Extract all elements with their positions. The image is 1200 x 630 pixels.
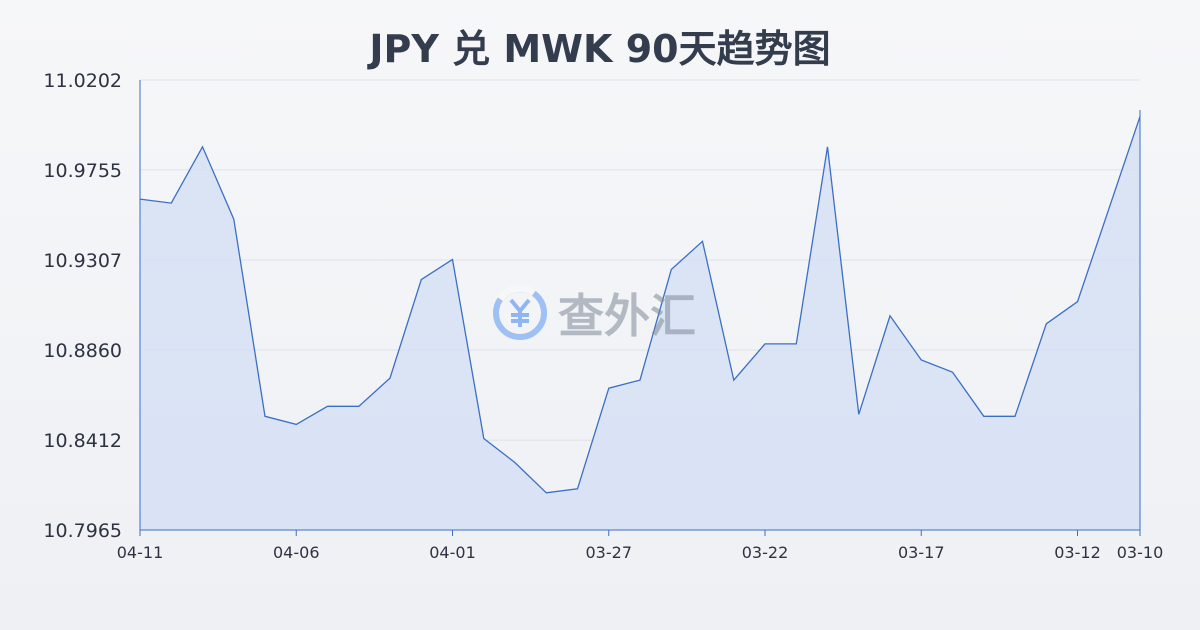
x-tick-label: 03-22 <box>742 543 789 562</box>
watermark: 查外汇 <box>493 284 696 343</box>
x-tick-label: 04-06 <box>273 543 320 562</box>
x-axis-ticks: 04-11 04-06 04-01 03-27 03-22 03-17 03-12 03-10 <box>117 530 1164 562</box>
x-tick-label: 03-27 <box>586 543 633 562</box>
y-tick-label: 11.0202 <box>43 70 122 92</box>
y-axis-ticks: 11.0202 10.9755 10.9307 10.8860 10.8412 10.79… <box>43 70 122 542</box>
yen-exchange-icon <box>493 284 547 340</box>
y-tick-label: 10.8860 <box>43 340 122 362</box>
series-line <box>139 116 1141 494</box>
x-tick-label: 04-01 <box>429 543 476 562</box>
x-tick-label: 04-11 <box>117 543 164 562</box>
axes <box>139 80 1141 531</box>
x-tick-label: 03-10 <box>1117 543 1164 562</box>
y-tick-label: 10.9755 <box>43 160 122 182</box>
x-tick-label: 03-12 <box>1054 543 1101 562</box>
watermark-text: 查外汇 <box>558 289 696 343</box>
area-series <box>139 116 1141 530</box>
y-tick-label: 10.7965 <box>43 520 122 542</box>
area-fill <box>140 116 1140 530</box>
x-tick-label: 03-17 <box>898 543 945 562</box>
chart-title: JPY 兑 MWK 90天趋势图 <box>369 27 831 71</box>
y-tick-label: 10.9307 <box>43 250 122 272</box>
y-tick-label: 10.8412 <box>43 430 122 452</box>
